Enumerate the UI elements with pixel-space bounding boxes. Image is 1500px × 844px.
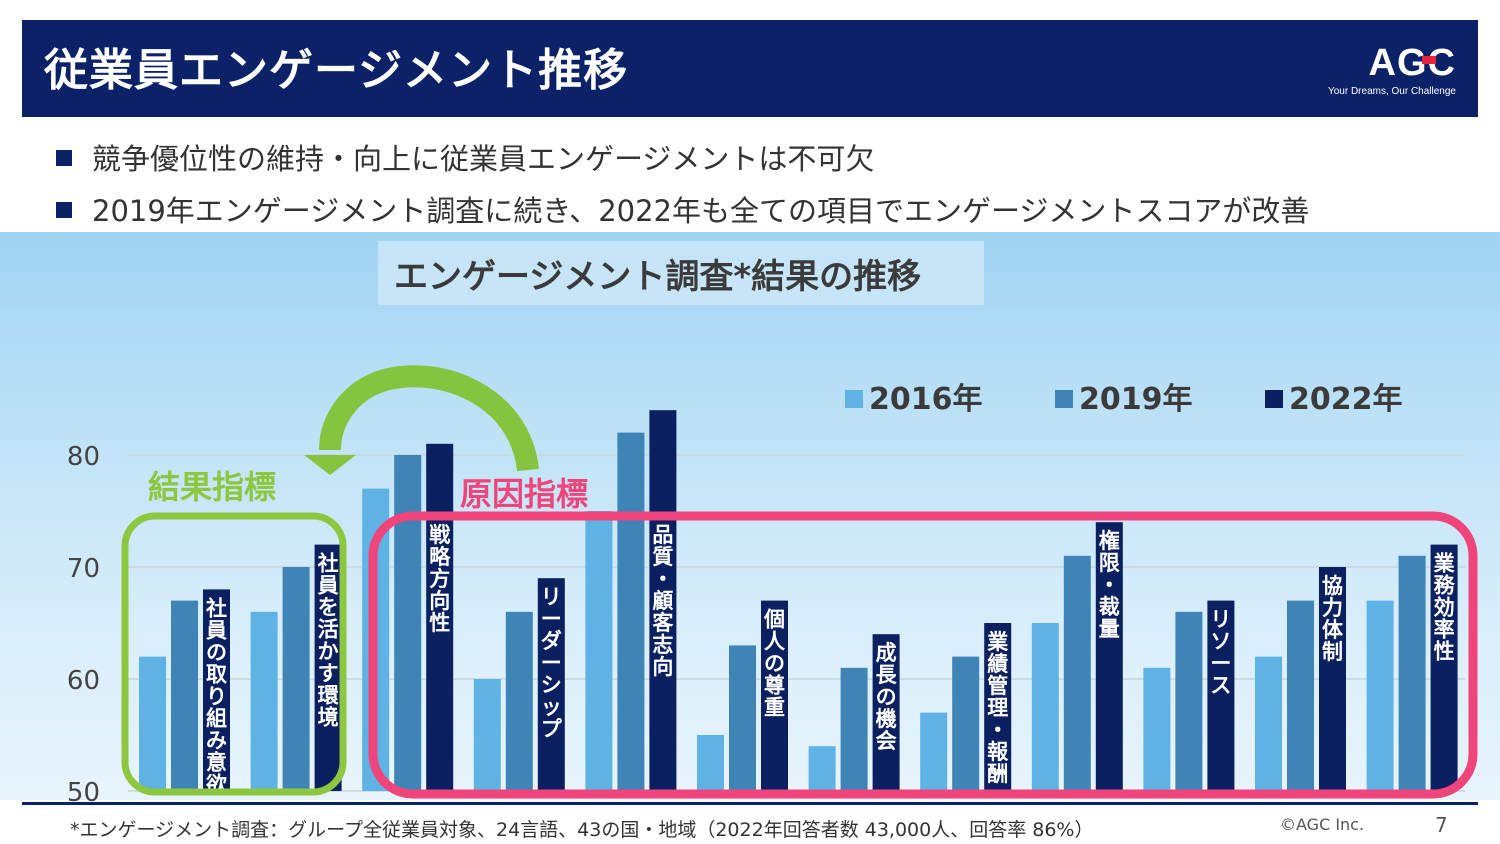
bar-2019年 xyxy=(952,656,980,791)
legend-label: 2022年 xyxy=(1289,382,1403,417)
annotation-overlay: 結果指標 原因指標 xyxy=(121,365,1478,799)
bullet-square-icon xyxy=(56,150,72,166)
bar-2022年 xyxy=(872,634,900,791)
bar-2022年 xyxy=(1207,600,1235,791)
bar-2016年 xyxy=(585,511,613,791)
bar-2019年 xyxy=(394,455,422,791)
legend-swatch xyxy=(1055,389,1073,408)
bar-2022年 xyxy=(984,623,1012,791)
logo-text: AGC xyxy=(1368,42,1456,84)
chart-title: エンゲージメント調査*結果の推移 xyxy=(394,257,922,297)
cause-indicator-label: 原因指標 xyxy=(460,475,588,513)
category-label: リーダーシップ xyxy=(541,585,563,741)
y-tick-label: 70 xyxy=(67,554,100,584)
bar-2019年 xyxy=(505,611,533,791)
y-tick-label: 60 xyxy=(67,666,100,696)
bar-2016年 xyxy=(808,746,836,791)
bar-2016年 xyxy=(473,679,501,791)
bar-2022年 xyxy=(1095,522,1123,791)
bullet-text: 2019年エンゲージメント調査に続き、2022年も全ての項目でエンゲージメントス… xyxy=(92,194,1310,228)
category-label: 業績管理・報酬 xyxy=(987,630,1009,786)
bullet-text: 競争優位性の維持・向上に従業員エンゲージメントは不可欠 xyxy=(92,142,875,176)
copyright: ©AGC Inc. xyxy=(1280,815,1365,834)
bar-2022年 xyxy=(649,410,677,791)
bar-2016年 xyxy=(1031,623,1059,791)
footer-divider xyxy=(22,802,1478,805)
bar-2019年 xyxy=(1175,611,1203,791)
curved-arrow-icon xyxy=(319,365,539,472)
bar-2019年 xyxy=(617,432,645,791)
page-number: 7 xyxy=(1435,813,1448,837)
agc-logo: AGC Your Dreams, Our Challenge xyxy=(1306,42,1456,102)
legend-label: 2016年 xyxy=(869,382,983,417)
bar-2019年 xyxy=(282,567,310,791)
title-bar: 従業員エンゲージメント推移 AGC Your Dreams, Our Chall… xyxy=(22,20,1478,117)
category-label: 個人の尊重 xyxy=(763,608,785,720)
bar-2016年 xyxy=(920,712,948,791)
bar-2016年 xyxy=(697,735,724,791)
category-label: 品質・顧客志向 xyxy=(652,523,674,679)
bar-2016年 xyxy=(1366,600,1394,791)
bullet-item: 2019年エンゲージメント調査に続き、2022年も全ての項目でエンゲージメントス… xyxy=(56,188,1309,230)
category-label: リソース xyxy=(1210,608,1231,698)
bar-2019年 xyxy=(1063,555,1091,791)
bar-2019年 xyxy=(840,667,868,791)
legend-label: 2019年 xyxy=(1079,382,1193,417)
legend-item-2022: 2022年 xyxy=(1265,374,1403,418)
category-label: 成長の機会 xyxy=(876,641,898,753)
bar-2022年 xyxy=(537,578,565,791)
category-label: 戦略方向性 xyxy=(429,523,451,635)
page-title: 従業員エンゲージメント推移 xyxy=(44,45,629,96)
bar-2016年 xyxy=(1255,656,1282,791)
result-indicator-label: 結果指標 xyxy=(148,468,276,506)
bar-2019年 xyxy=(171,600,198,791)
category-label: 協力体制 xyxy=(1322,574,1344,664)
bar-2019年 xyxy=(1287,600,1314,791)
arrow-head-icon xyxy=(304,455,356,475)
logo-accent xyxy=(1422,56,1436,64)
bar-2016年 xyxy=(250,611,278,791)
bar-2022年 xyxy=(203,589,230,791)
category-label: 権限・裁量 xyxy=(1099,529,1120,641)
bar-2016年 xyxy=(139,656,166,791)
footnote: *エンゲージメント調査：グループ全従業員対象、24言語、43の国・地域（2022… xyxy=(70,819,1094,841)
y-tick-label: 80 xyxy=(67,442,100,472)
legend-swatch xyxy=(1265,389,1283,408)
legend-item-2016: 2016年 xyxy=(845,374,983,418)
legend-item-2019: 2019年 xyxy=(1055,374,1193,418)
bar-2016年 xyxy=(1143,667,1171,791)
category-label: 社員を活かす環境 xyxy=(317,552,340,730)
bar-2022年 xyxy=(426,443,454,791)
chart-title-box: エンゲージメント調査*結果の推移 xyxy=(378,241,984,305)
bar-2019年 xyxy=(1398,555,1426,791)
result-indicator-box xyxy=(121,512,347,796)
bar-2022年 xyxy=(761,600,788,791)
bar-2022年 xyxy=(314,544,342,791)
cause-indicator-box xyxy=(368,511,1478,799)
bullet-square-icon xyxy=(56,202,72,218)
bar-2019年 xyxy=(729,645,756,791)
category-label: 社員の取り組み意欲 xyxy=(205,596,227,796)
category-label: 業務効率性 xyxy=(1434,552,1456,664)
bar-2022年 xyxy=(1319,567,1346,791)
legend-swatch xyxy=(845,389,863,408)
bar-2022年 xyxy=(1430,544,1458,791)
logo-tagline: Your Dreams, Our Challenge xyxy=(1327,86,1456,97)
bullet-item: 競争優位性の維持・向上に従業員エンゲージメントは不可欠 xyxy=(56,136,874,178)
